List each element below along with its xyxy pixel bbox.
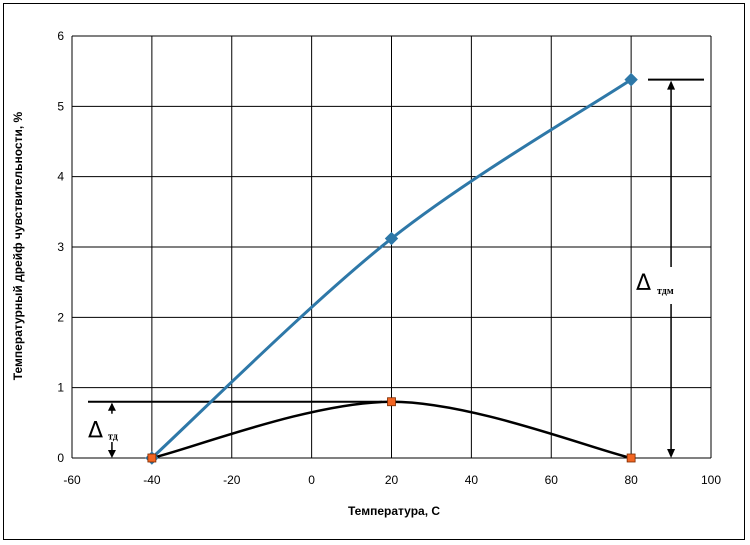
x-tick-label: 100 (701, 473, 721, 487)
annotation-lines (88, 78, 704, 458)
data-point-diamond (624, 72, 638, 87)
x-tick-label: -60 (63, 473, 81, 487)
data-point-diamond (384, 231, 399, 246)
x-tick-label: 20 (385, 473, 399, 487)
x-tick-label: 0 (308, 473, 315, 487)
y-tick-labels: 0 1 2 3 4 5 6 (57, 29, 64, 465)
x-tick-label: -40 (143, 473, 161, 487)
y-tick-label: 2 (57, 310, 64, 324)
arrowhead-tdm-up (667, 80, 676, 90)
data-point-square (147, 453, 157, 463)
x-tick-label: 60 (545, 473, 559, 487)
markers (145, 72, 638, 465)
y-tick-label: 4 (57, 170, 64, 184)
delta-tdm-symbol: Δ (636, 271, 651, 296)
y-tick-label: 5 (57, 99, 64, 113)
y-tick-label: 1 (57, 381, 64, 395)
y-tick-label: 0 (57, 451, 64, 465)
arrowhead-td-up (107, 402, 116, 411)
x-tick-label: 80 (624, 473, 638, 487)
x-tick-label: 40 (465, 473, 479, 487)
delta-tdm-subscript: тдм (657, 286, 674, 297)
x-tick-labels: -60 -40 -20 0 20 40 60 80 100 (63, 473, 721, 487)
arrowhead-td-down (107, 450, 116, 458)
delta-td-symbol: Δ (88, 419, 103, 444)
y-axis-title: Температурный дрейф чувствительности, % (11, 111, 25, 380)
data-point-square (387, 397, 396, 407)
arrowhead-tdm-down (667, 449, 676, 458)
data-point-square (626, 453, 636, 463)
y-tick-label: 3 (57, 240, 64, 254)
x-axis-title: Температура, С (348, 504, 440, 518)
grid (71, 35, 712, 459)
y-tick-label: 6 (57, 29, 64, 43)
x-tick-label: -20 (223, 473, 241, 487)
delta-td-subscript: тд (108, 432, 118, 443)
